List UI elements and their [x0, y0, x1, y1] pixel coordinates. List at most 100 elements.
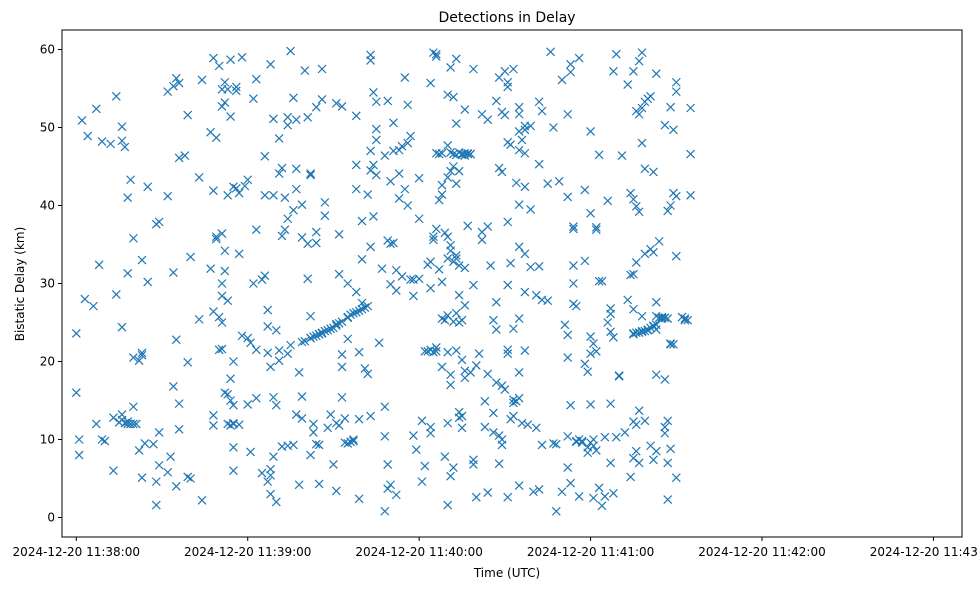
- x-tick-label: 2024-12-20 11:42:00: [698, 545, 825, 559]
- data-point: [477, 235, 487, 245]
- data-point: [169, 382, 178, 391]
- data-point: [386, 480, 395, 490]
- data-point: [109, 413, 118, 423]
- data-point: [129, 419, 138, 429]
- data-point: [217, 279, 227, 288]
- data-point: [97, 435, 107, 444]
- data-point: [166, 452, 175, 462]
- data-point: [289, 93, 298, 103]
- data-point: [509, 411, 518, 421]
- data-point: [334, 421, 344, 430]
- data-point: [429, 232, 438, 242]
- data-point: [300, 66, 310, 75]
- data-point: [497, 167, 507, 177]
- data-point: [89, 301, 98, 311]
- data-point: [217, 102, 227, 111]
- data-point: [326, 410, 335, 419]
- data-point: [269, 190, 278, 200]
- data-point: [143, 182, 153, 192]
- data-point: [509, 64, 518, 74]
- data-point: [637, 138, 647, 148]
- data-point: [560, 320, 570, 330]
- data-point: [357, 304, 367, 314]
- y-tick-label: 60: [40, 43, 55, 57]
- data-point: [371, 135, 381, 145]
- data-point: [666, 339, 675, 349]
- data-point: [449, 463, 458, 473]
- data-point: [277, 163, 287, 173]
- data-point: [389, 118, 398, 128]
- data-point: [111, 91, 121, 101]
- data-point: [606, 458, 615, 468]
- data-point: [111, 289, 121, 299]
- data-point: [651, 446, 661, 456]
- data-point: [591, 222, 601, 232]
- data-point: [449, 149, 458, 159]
- data-point: [514, 145, 524, 155]
- data-point: [334, 269, 344, 279]
- data-point: [454, 166, 464, 176]
- data-point: [297, 392, 307, 402]
- data-point: [466, 149, 475, 159]
- data-point: [437, 148, 447, 158]
- data-point: [520, 249, 530, 259]
- data-point: [306, 333, 315, 343]
- data-point: [480, 396, 490, 406]
- data-point: [183, 110, 193, 120]
- data-point: [403, 138, 413, 148]
- data-point: [563, 109, 573, 119]
- data-point: [223, 389, 233, 399]
- data-point: [609, 66, 618, 76]
- data-point: [174, 78, 184, 88]
- x-axis-label: Time (UTC): [473, 566, 540, 580]
- data-point: [446, 63, 455, 72]
- data-point: [463, 221, 473, 231]
- data-point: [229, 357, 238, 366]
- data-point: [354, 347, 364, 357]
- data-point: [131, 419, 141, 429]
- data-point: [260, 190, 270, 200]
- data-point: [291, 164, 301, 174]
- data-point: [511, 178, 521, 188]
- data-point: [226, 112, 235, 122]
- data-point: [377, 264, 387, 274]
- data-point: [337, 392, 347, 402]
- data-point: [569, 224, 578, 234]
- data-point: [429, 347, 438, 357]
- data-point: [649, 247, 658, 257]
- data-point: [294, 367, 304, 377]
- data-point: [357, 216, 367, 226]
- data-point: [263, 305, 273, 315]
- y-axis-label: Bistatic Delay (km): [13, 227, 27, 342]
- data-point: [397, 141, 407, 151]
- data-point: [497, 381, 507, 391]
- data-point: [686, 190, 695, 200]
- data-point: [266, 464, 275, 474]
- data-point: [117, 322, 127, 332]
- x-axis-ticks: 2024-12-20 11:38:00 2024-12-20 11:39:00 20…: [13, 537, 979, 559]
- data-point: [169, 81, 178, 91]
- data-point: [534, 484, 544, 494]
- data-point: [346, 310, 355, 320]
- data-point: [246, 447, 255, 457]
- data-point: [283, 349, 293, 359]
- data-point: [314, 479, 324, 489]
- data-point: [349, 436, 358, 446]
- data-point: [426, 257, 435, 267]
- data-point: [666, 444, 675, 454]
- data-point: [640, 164, 650, 174]
- data-point: [260, 151, 270, 161]
- data-point: [534, 261, 544, 271]
- data-point: [514, 109, 524, 119]
- data-point: [443, 90, 453, 100]
- data-point: [614, 371, 624, 380]
- data-point: [491, 378, 501, 387]
- data-point: [391, 286, 401, 295]
- data-point: [360, 364, 370, 373]
- data-point: [374, 338, 384, 348]
- data-point: [557, 75, 567, 85]
- data-point: [286, 340, 295, 350]
- data-point: [629, 304, 638, 314]
- data-point: [74, 450, 84, 460]
- data-point: [671, 473, 681, 483]
